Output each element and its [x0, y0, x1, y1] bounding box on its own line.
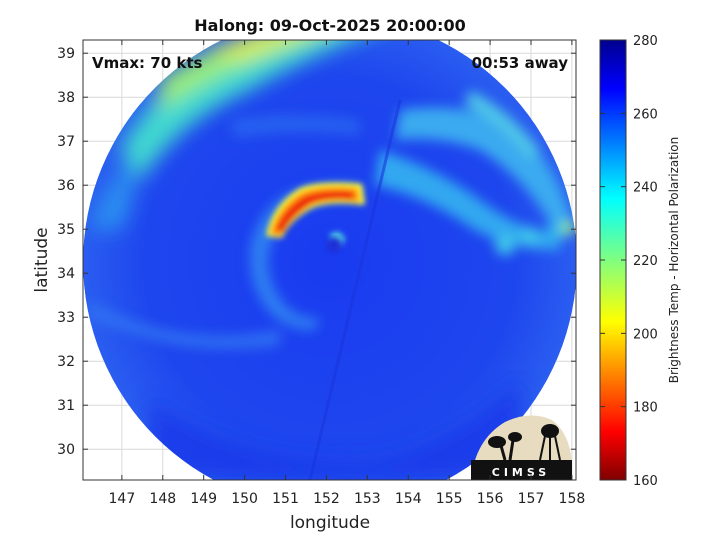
y-tick-label: 30	[57, 442, 75, 458]
cimss-logo: CIMSS	[471, 415, 572, 480]
y-tick-label: 34	[57, 266, 75, 282]
x-tick-label: 147	[109, 491, 136, 507]
x-tick-label: 154	[395, 491, 422, 507]
y-tick-label: 38	[57, 90, 75, 106]
colorbar-tick-label: 200	[633, 327, 658, 342]
y-tick-label: 35	[57, 222, 75, 238]
time-away-annotation: 00:53 away	[472, 54, 569, 72]
x-tick-label: 150	[231, 491, 258, 507]
x-tick-label: 157	[518, 491, 545, 507]
chart-title: Halong: 09-Oct-2025 20:00:00	[194, 16, 465, 35]
colorbar-label: Brightness Temp - Horizontal Polarizatio…	[667, 137, 681, 384]
y-tick-label: 32	[57, 354, 75, 370]
colorbar-ticks: 160 180 200 220 240 260 280	[600, 34, 658, 489]
x-tick-label: 152	[313, 491, 340, 507]
y-axis-label: latitude	[32, 227, 52, 292]
x-axis-label: longitude	[290, 513, 370, 533]
cimss-logo-text: CIMSS	[492, 466, 550, 479]
x-tick-label: 155	[436, 491, 463, 507]
y-tick-label: 37	[57, 134, 75, 150]
colorbar-tick-label: 180	[633, 401, 658, 416]
colorbar-tick-label: 160	[633, 474, 658, 489]
colorbar-tick-label: 280	[633, 34, 658, 49]
y-tick-label: 33	[57, 310, 75, 326]
y-axis-ticks: 30 31 32 33 34 35 36 37 38 39	[57, 46, 576, 458]
y-tick-label: 31	[57, 398, 75, 414]
x-tick-label: 151	[272, 491, 299, 507]
x-tick-label: 148	[149, 491, 176, 507]
vmax-annotation: Vmax: 70 kts	[92, 54, 202, 72]
y-tick-label: 39	[57, 46, 75, 62]
colorbar-tick-label: 260	[633, 107, 658, 122]
x-tick-label: 158	[559, 491, 586, 507]
colorbar-tick-label: 220	[633, 254, 658, 269]
x-tick-label: 149	[190, 491, 217, 507]
x-tick-label: 153	[354, 491, 381, 507]
brightness-temp-swath	[83, 40, 576, 480]
plot-frame	[82, 39, 577, 481]
y-tick-label: 36	[57, 178, 75, 194]
x-axis-ticks: 147 148 149 150 151 152 153 154 155 156 157 158	[109, 40, 586, 507]
colorbar-tick-label: 240	[633, 181, 658, 196]
x-tick-label: 156	[477, 491, 504, 507]
